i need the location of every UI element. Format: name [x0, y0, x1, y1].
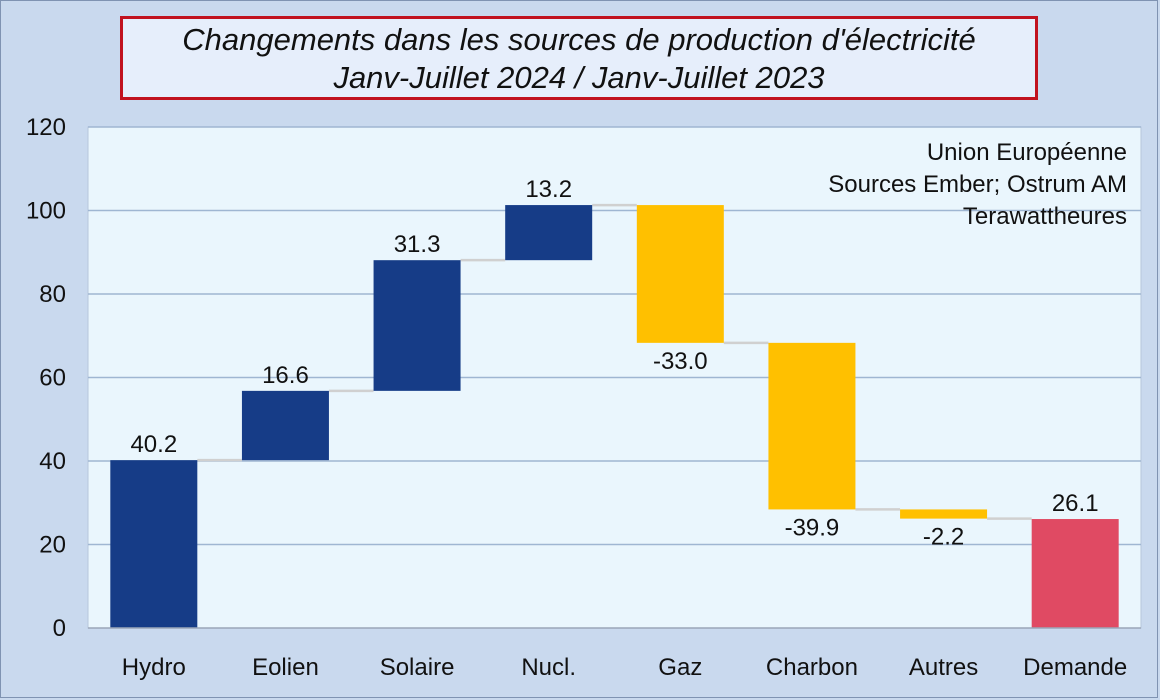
chart-title-box: Changements dans les sources de producti…: [120, 16, 1038, 100]
annotation-line: Sources Ember; Ostrum AM: [828, 171, 1127, 198]
category-label: Gaz: [658, 654, 702, 681]
chart-subtitle: Janv-Juillet 2024 / Janv-Juillet 2023: [333, 60, 825, 95]
category-label: Demande: [1023, 654, 1127, 681]
annotation-line: Terawattheures: [963, 203, 1127, 230]
annotation-line: Union Européenne: [927, 139, 1127, 166]
data-label: 16.6: [262, 362, 309, 389]
category-label: Nucl.: [521, 654, 576, 681]
x-axis-categories: Hydro Eolien Solaire Nucl. Gaz Charbon Autres D…: [122, 654, 1127, 681]
data-label: -2.2: [923, 524, 964, 551]
annotation-block: Union Européenne Sources Ember; Ostrum AM…: [828, 139, 1127, 230]
y-tick-label: 120: [26, 114, 66, 141]
bar-nucl: [505, 205, 593, 261]
data-labels: 40.2 16.6 31.3 13.2 -33.0 -39.9 -2.2 26.1: [130, 176, 1098, 551]
category-label: Eolien: [252, 654, 319, 681]
bar-charbon: [768, 342, 856, 510]
category-label: Hydro: [122, 654, 186, 681]
bar-gaz: [636, 205, 724, 343]
y-axis-ticks: 0 20 40 60 80 100 120: [26, 114, 66, 642]
data-label: -33.0: [653, 348, 708, 375]
bar-solaire: [373, 260, 461, 391]
category-label: Solaire: [380, 654, 455, 681]
category-label: Autres: [909, 654, 978, 681]
bar-eolien: [241, 390, 329, 461]
category-label: Charbon: [766, 654, 858, 681]
y-tick-label: 60: [39, 365, 66, 392]
y-tick-label: 80: [39, 281, 66, 308]
chart-title: Changements dans les sources de producti…: [182, 22, 976, 57]
bar-autres: [900, 509, 988, 519]
connector-lines: [197, 203, 1032, 520]
bar-demande: [1031, 519, 1119, 628]
data-label: 13.2: [525, 176, 572, 203]
data-label: 31.3: [394, 231, 441, 258]
y-tick-label: 100: [26, 198, 66, 225]
grid-lines: [88, 126, 1141, 546]
bar-hydro: [110, 460, 198, 628]
bars: [110, 205, 1119, 628]
data-label: 26.1: [1052, 490, 1099, 517]
data-label: -39.9: [785, 514, 840, 541]
y-tick-label: 0: [53, 615, 66, 642]
y-tick-label: 40: [39, 448, 66, 475]
data-label: 40.2: [130, 431, 177, 458]
y-tick-label: 20: [39, 532, 66, 559]
